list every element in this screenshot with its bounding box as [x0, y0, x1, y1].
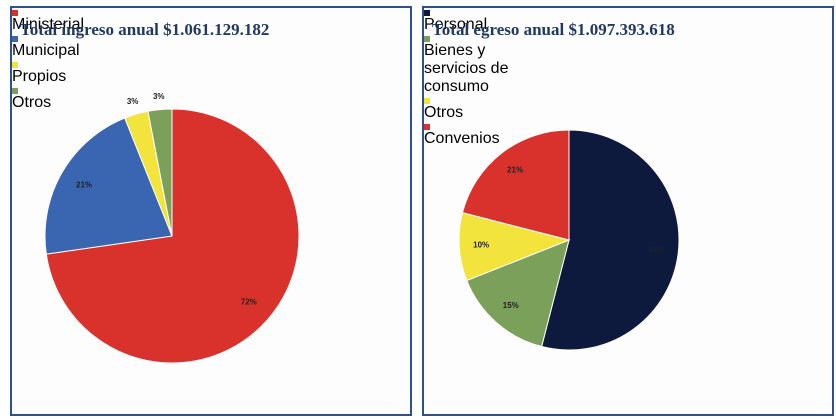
chart-panel: 72% 21% 3% 3% Ministerial Municipal Propios Otr… — [10, 6, 412, 416]
legend-item: Otros — [424, 98, 542, 122]
pie-chart: 72% 21% 3% 3% — [44, 92, 300, 364]
pie-chart: 54% 15% 10% 21% — [458, 129, 680, 351]
legend-item: Otros — [12, 88, 82, 112]
legend-label: Ministerial — [12, 16, 85, 33]
legend-label: Municipal — [12, 42, 80, 59]
legend-item: Personal — [424, 10, 542, 34]
legend-label: Convenios — [424, 130, 500, 147]
legend-swatch — [424, 36, 430, 42]
legend-swatch — [424, 124, 430, 130]
pie-slice — [45, 108, 300, 364]
legend-swatch — [12, 36, 18, 42]
data-label: 3% — [153, 92, 165, 101]
data-label: 21% — [76, 180, 92, 189]
data-label: 54% — [648, 246, 664, 255]
pie-slice — [461, 129, 570, 241]
legend-swatch — [12, 10, 18, 16]
chart-title: Total ingreso anual $1.061.129.182 — [20, 20, 270, 39]
legend-label: Propios — [12, 68, 67, 85]
data-label: 3% — [127, 97, 139, 106]
data-label: 72% — [241, 298, 257, 307]
legend-item: Convenios — [424, 124, 542, 148]
chart-title: Total egreso anual $1.097.393.618 — [432, 20, 675, 39]
pie-slice — [466, 239, 570, 348]
pie-slice — [44, 117, 173, 255]
pie-slice — [541, 129, 680, 351]
legend-swatch — [12, 62, 18, 68]
legend-swatch — [12, 88, 18, 94]
data-label: 10% — [473, 241, 489, 250]
legend-label: Bienes y servicios de consumo — [424, 42, 509, 95]
legend-item: Propios — [12, 62, 82, 86]
chart-panel: 54% 15% 10% 21% Personal Bienes y servicios d… — [422, 6, 834, 416]
data-label: 15% — [503, 301, 519, 310]
legend-swatch — [424, 98, 430, 104]
legend-item: Municipal — [12, 36, 82, 60]
legend-swatch — [424, 10, 430, 16]
legend-label: Otros — [12, 94, 52, 111]
data-label: 21% — [507, 166, 523, 175]
pie-slice — [147, 108, 173, 237]
legend-item: Bienes y servicios de consumo — [424, 36, 542, 96]
legend-label: Personal — [424, 16, 488, 33]
legend-label: Otros — [424, 104, 464, 121]
legend-item: Ministerial — [12, 10, 85, 34]
